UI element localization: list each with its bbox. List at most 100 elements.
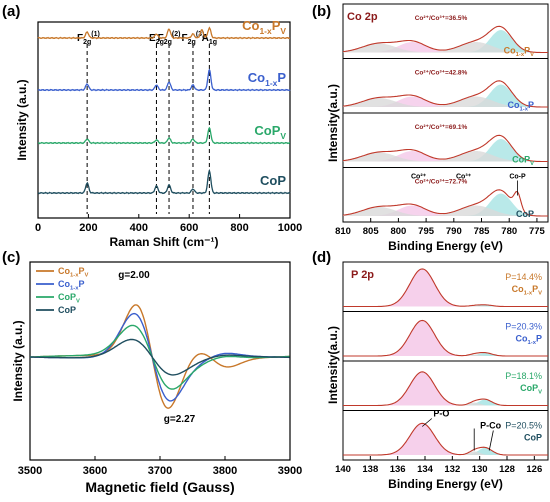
envelope-line <box>343 319 548 357</box>
ratio-label: P=20.3% <box>505 322 542 332</box>
x-axis-label: Binding Energy (eV) <box>388 239 503 253</box>
envelope-line <box>342 134 548 163</box>
envelope-line <box>342 189 548 217</box>
x-tick-label: 140 <box>335 464 351 475</box>
ratio-label: Co²⁺/Co³⁺=69.1% <box>415 124 468 131</box>
annotation-arrow <box>488 430 494 451</box>
x-tick-label: 3900 <box>278 465 302 477</box>
subplot-frame <box>342 410 549 461</box>
g-value-annotation: g=2.27 <box>164 414 196 425</box>
legend-label: Co1-xP <box>58 279 84 292</box>
component-fill <box>343 84 548 107</box>
annotation-pco: P-Co <box>480 421 501 431</box>
x-tick-label: 795 <box>418 226 435 237</box>
sample-label: Co1-xP <box>516 334 542 347</box>
y-axis-label: Intensity(a.u.) <box>326 84 340 162</box>
x-tick-label: 3500 <box>18 465 42 477</box>
panel-a-raman: 0 200 400 600 800 1000 Raman Shift (cm⁻¹) Inten… <box>15 18 302 249</box>
ratio-label: P=18.1% <box>505 371 542 381</box>
component-fill <box>343 152 548 162</box>
component-fill <box>343 30 548 53</box>
series-line <box>37 26 291 40</box>
panel-d-p2p: P 2p P=14.4% Co1-xPV P=20.3% Co1-xP P=18.1% Co… <box>326 261 549 491</box>
component-fill <box>343 193 548 216</box>
annotation-arrow <box>422 418 433 427</box>
component-fill <box>343 205 548 216</box>
component-fill <box>343 96 548 107</box>
component-fill <box>343 151 548 162</box>
plot-frame <box>37 21 291 219</box>
x-axis-label: Raman Shift (cm⁻¹) <box>109 235 218 249</box>
y-axis-label: Intensity(a.u.) <box>326 326 340 404</box>
subplot-frame <box>342 167 549 223</box>
annotation-co3: Co³⁺ <box>456 174 472 181</box>
ratio-label: P=20.5% <box>505 421 542 431</box>
x-tick-label: 1000 <box>278 222 302 234</box>
x-tick-label: 138 <box>362 464 378 475</box>
panel-a-letter: (a) <box>2 3 20 20</box>
legend-label: CoP <box>58 305 76 315</box>
x-tick-label: 810 <box>335 226 351 237</box>
envelope-line <box>342 25 548 54</box>
envelope-line <box>343 371 548 407</box>
component-fill <box>343 43 548 53</box>
component-fill <box>343 207 548 216</box>
x-axis-label: Magnetic field (Gauss) <box>85 479 234 495</box>
x-tick-label: 134 <box>417 464 434 475</box>
envelope-line <box>343 422 548 456</box>
x-tick-label: 3600 <box>83 465 107 477</box>
sample-label: Co1-xP <box>508 100 534 113</box>
x-tick-label: 790 <box>446 226 462 237</box>
legend-label: CoPV <box>58 292 80 305</box>
peak-label: A1g <box>202 33 217 46</box>
y-axis-label: Intensity (a.u.) <box>11 320 25 401</box>
x-tick-label: 126 <box>526 464 542 475</box>
ratio-label: P=14.4% <box>505 272 542 282</box>
ratio-label: Co²⁺/Co³⁺=72.7% <box>415 179 468 186</box>
series-line <box>37 68 291 92</box>
x-tick-label: 600 <box>180 222 198 234</box>
series-line <box>38 168 291 195</box>
annotation-cop: Co-P <box>509 174 526 181</box>
x-axis-label: Binding Energy (eV) <box>388 477 503 491</box>
series-line <box>38 126 290 145</box>
series-label: Co1-xPV <box>242 18 286 36</box>
x-tick-label: 780 <box>501 226 517 237</box>
epr-series-line <box>30 324 290 390</box>
epr-series-line <box>29 338 290 376</box>
x-tick-label: 3700 <box>148 465 172 477</box>
component-fill <box>343 98 548 107</box>
panel-c-epr: 3500 3600 3700 3800 3900 Magnetic field (Gaus… <box>11 261 302 495</box>
x-tick-label: 130 <box>472 464 488 475</box>
envelope-line <box>342 80 548 108</box>
g-value-annotation: g=2.00 <box>118 270 150 281</box>
y-axis-label: Intensity (a.u.) <box>15 79 29 160</box>
x-tick-label: 800 <box>230 222 248 234</box>
x-tick-label: 136 <box>390 464 406 475</box>
x-tick-label: 0 <box>35 222 41 234</box>
series-label: CoPV <box>254 123 286 141</box>
panel-title: P 2p <box>351 269 374 281</box>
annotation-co2: Co²⁺ <box>411 174 427 181</box>
panel-d-letter: (d) <box>312 249 331 266</box>
ratio-label: Co²⁺/Co³⁺=36.5% <box>415 15 468 22</box>
x-tick-label: 3800 <box>213 465 237 477</box>
panel-title: Co 2p <box>347 11 378 23</box>
legend-label: Co1-xPV <box>58 266 88 279</box>
sample-label: CoPV <box>512 155 534 168</box>
panel-b-letter: (b) <box>312 3 331 20</box>
series-label: Co1-xP <box>248 70 287 88</box>
component-fill <box>343 139 548 162</box>
ratio-label: Co²⁺/Co³⁺=42.8% <box>415 70 468 77</box>
x-tick-label: 400 <box>130 222 148 234</box>
component-fill <box>343 42 548 53</box>
series-label: CoP <box>260 173 286 188</box>
x-tick-label: 200 <box>79 222 97 234</box>
x-tick-label: 805 <box>363 226 380 237</box>
sample-label: Co1-xPV <box>504 46 534 59</box>
x-tick-label: 775 <box>529 226 546 237</box>
x-tick-label: 785 <box>474 226 491 237</box>
envelope-line <box>343 268 548 308</box>
panel-c-letter: (c) <box>2 249 20 266</box>
